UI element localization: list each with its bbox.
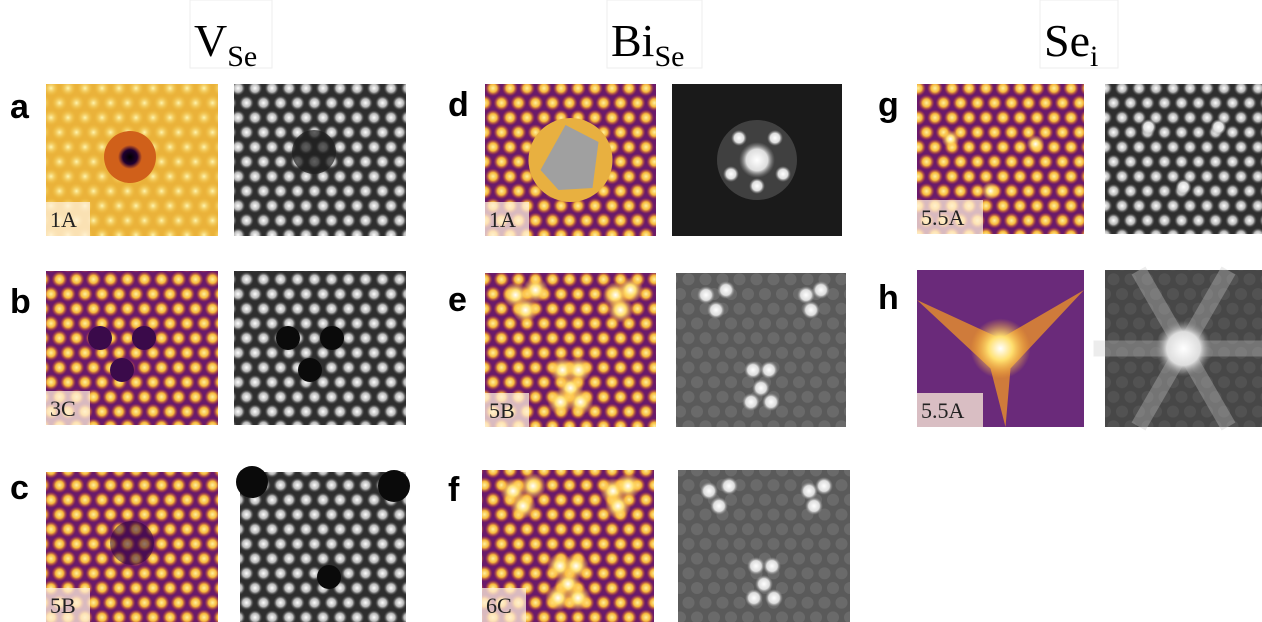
image-label: 5.5A: [921, 398, 965, 423]
feature: [765, 589, 783, 607]
feature: [775, 166, 791, 182]
feature: [378, 470, 410, 502]
figure: VSeBiSeSeia1Ab3Cc5Bd1Ae5Bf6Cg5.5Ah5.5A: [0, 0, 1262, 622]
feature: [608, 297, 634, 323]
page: VSeBiSeSeia1Ab3Cc5Bd1Ae5Bf6Cg5.5Ah5.5A (…: [0, 0, 1262, 622]
panel-letter: d: [448, 86, 469, 124]
feature: [1211, 119, 1227, 135]
header-subscript: Se: [227, 40, 257, 73]
feature: [760, 361, 778, 379]
panel-letter: c: [10, 469, 29, 507]
simulated-image: [1105, 84, 1262, 234]
feature: [132, 326, 156, 350]
feature: [1027, 135, 1045, 153]
simulated-image: [672, 84, 842, 236]
panel-letter: a: [10, 88, 30, 126]
image-label: 6C: [486, 593, 512, 618]
header-symbol: Se: [1044, 15, 1090, 66]
feature: [1156, 321, 1212, 377]
feature: [700, 482, 718, 500]
feature: [812, 281, 830, 299]
panel-letter: g: [878, 86, 899, 124]
feature: [971, 319, 1031, 379]
image-label: 3C: [50, 396, 76, 421]
feature: [276, 326, 300, 350]
panel-letter: b: [10, 283, 31, 321]
feature: [742, 393, 760, 411]
simulated-image: [236, 466, 410, 622]
feature: [298, 358, 322, 382]
simulated-image: [1094, 267, 1262, 431]
feature: [982, 182, 1000, 200]
feature: [767, 130, 783, 146]
feature: [710, 497, 728, 515]
simulated-image: [676, 273, 846, 427]
image-label: 1A: [50, 207, 77, 232]
feature: [763, 557, 781, 575]
feature: [88, 326, 112, 350]
image-label: 5B: [489, 398, 515, 423]
feature: [739, 142, 775, 178]
feature: [1141, 119, 1157, 135]
feature: [513, 297, 539, 323]
feature: [1176, 179, 1192, 195]
header-subscript: Se: [654, 40, 684, 73]
panel-letter: f: [448, 471, 460, 509]
feature: [568, 389, 594, 415]
feature: [815, 477, 833, 495]
image-label: 5.5A: [921, 205, 965, 230]
simulated-image: [234, 84, 406, 236]
feature: [805, 497, 823, 515]
feature: [510, 493, 536, 519]
feature: [236, 466, 268, 498]
simulated-image: [678, 470, 850, 622]
feature: [565, 585, 591, 611]
feature: [723, 166, 739, 182]
feature: [745, 589, 763, 607]
panel-letter: e: [448, 281, 467, 319]
feature: [317, 565, 341, 589]
simulated-image: [234, 271, 406, 425]
feature: [720, 477, 738, 495]
feature: [802, 301, 820, 319]
header-symbol: Bi: [611, 15, 654, 66]
panel-letter: h: [878, 279, 899, 317]
feature: [118, 145, 142, 169]
image-bg: [1105, 84, 1262, 234]
feature: [744, 361, 762, 379]
feature: [707, 301, 725, 319]
feature: [731, 130, 747, 146]
image-bg: [234, 271, 406, 425]
feature: [292, 130, 336, 174]
header-subscript: i: [1090, 40, 1098, 73]
feature: [110, 358, 134, 382]
feature: [762, 393, 780, 411]
feature: [320, 326, 344, 350]
feature: [749, 178, 765, 194]
feature: [717, 281, 735, 299]
image-label: 1A: [489, 207, 516, 232]
feature: [605, 493, 631, 519]
feature: [747, 557, 765, 575]
feature: [942, 130, 960, 148]
feature: [110, 521, 154, 565]
image-label: 5B: [50, 593, 76, 618]
feature: [697, 286, 715, 304]
header-symbol: V: [194, 15, 227, 66]
